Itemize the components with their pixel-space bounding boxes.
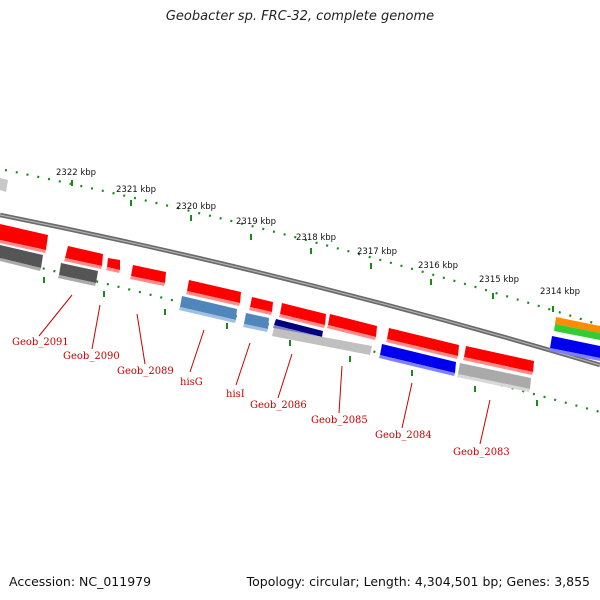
gene-feature[interactable] bbox=[550, 336, 600, 358]
inner-major-ticks bbox=[43, 277, 538, 406]
gene-feature[interactable] bbox=[0, 245, 43, 268]
gene-feature[interactable] bbox=[244, 313, 269, 329]
gene-feature[interactable] bbox=[59, 263, 98, 283]
gene-feature[interactable] bbox=[180, 296, 237, 320]
gene-feature-shadow bbox=[249, 307, 272, 315]
gene-features[interactable] bbox=[0, 178, 600, 392]
scale-label: 2317 kbp bbox=[357, 247, 397, 257]
gene-label[interactable]: Geob_2086 bbox=[250, 400, 307, 411]
scale-label: 2319 kbp bbox=[236, 217, 276, 227]
scale-label: 2322 kbp bbox=[56, 168, 96, 178]
gene-feature[interactable] bbox=[274, 319, 323, 337]
genome-backbone-highlight bbox=[0, 214, 600, 366]
gene-feature-shadow bbox=[386, 339, 458, 359]
gene-label[interactable]: Geob_2090 bbox=[63, 351, 120, 362]
gene-feature[interactable] bbox=[554, 324, 600, 340]
scale-label: 2318 kbp bbox=[296, 233, 336, 243]
gene-feature-shadow bbox=[457, 374, 530, 392]
gene-feature-shadow bbox=[106, 267, 120, 273]
gene-feature-shadow bbox=[58, 275, 96, 286]
gene-feature[interactable] bbox=[65, 246, 103, 266]
gene-feature-shadow bbox=[0, 258, 41, 271]
gene-feature[interactable] bbox=[555, 317, 600, 333]
gene-feature[interactable] bbox=[328, 314, 377, 337]
outer-scale-dots bbox=[4, 168, 600, 327]
gene-label[interactable]: Geob_2089 bbox=[117, 366, 174, 377]
gene-feature[interactable] bbox=[107, 258, 120, 270]
gene-label[interactable]: hisI bbox=[226, 389, 245, 400]
gene-feature[interactable] bbox=[250, 297, 273, 312]
map-title: Geobacter sp. FRC-32, complete genome bbox=[165, 9, 435, 24]
gene-feature[interactable] bbox=[387, 328, 459, 356]
gene-label[interactable]: hisG bbox=[180, 377, 203, 388]
gene-feature-shadow bbox=[327, 325, 376, 340]
gene-feature-shadow bbox=[0, 240, 46, 253]
gene-feature-shadow bbox=[64, 258, 102, 269]
gene-feature[interactable] bbox=[380, 344, 456, 373]
gene-feature[interactable] bbox=[458, 363, 531, 389]
gene-feature-shadow bbox=[549, 348, 600, 361]
gene-label[interactable]: Geob_2084 bbox=[375, 430, 432, 441]
gene-label[interactable]: Geob_2083 bbox=[453, 447, 510, 458]
genome-stats-text: Topology: circular; Length: 4,304,501 bp… bbox=[246, 574, 590, 589]
gene-feature-shadow bbox=[130, 276, 165, 286]
gene-feature-shadow bbox=[379, 355, 455, 376]
scale-label: 2315 kbp bbox=[479, 275, 519, 285]
gene-feature-shadow bbox=[179, 307, 236, 323]
outer-major-ticks bbox=[71, 180, 554, 312]
gene-feature-shadow bbox=[279, 314, 325, 328]
gene-feature[interactable] bbox=[464, 346, 534, 372]
scale-label: 2321 kbp bbox=[116, 185, 156, 195]
gene-label[interactable]: Geob_2085 bbox=[311, 415, 368, 426]
gene-feature[interactable] bbox=[280, 303, 326, 325]
scale-label: 2320 kbp bbox=[176, 202, 216, 212]
scale-label: 2314 kbp bbox=[540, 287, 580, 297]
gene-feature[interactable] bbox=[272, 328, 372, 355]
gene-feature-shadow bbox=[243, 324, 268, 332]
gene-feature[interactable] bbox=[187, 280, 241, 303]
gene-feature[interactable] bbox=[131, 265, 166, 283]
gene-label[interactable]: Geob_2091 bbox=[12, 337, 69, 348]
accession-text: Accession: NC_011979 bbox=[9, 574, 152, 589]
gene-feature[interactable] bbox=[0, 224, 48, 250]
label-leaders bbox=[38, 294, 491, 445]
gene-feature-shadow bbox=[463, 357, 533, 375]
scale-label: 2316 kbp bbox=[418, 261, 458, 271]
gene-feature-shadow bbox=[186, 291, 240, 306]
gene-gray-fragment[interactable] bbox=[0, 178, 8, 192]
